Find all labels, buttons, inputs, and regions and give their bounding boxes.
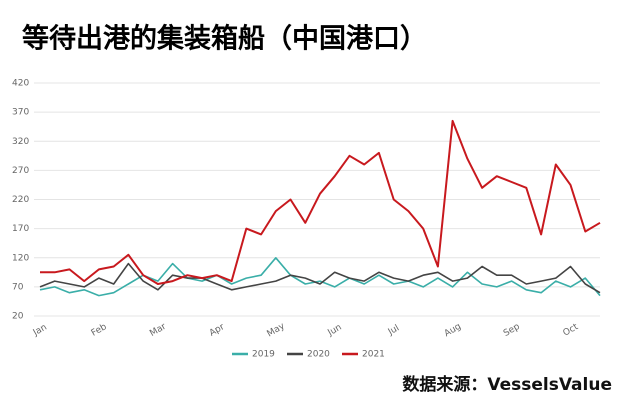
y-tick-label: 70 xyxy=(12,282,24,292)
x-tick-label: Sep xyxy=(502,322,522,339)
x-tick-label: Apr xyxy=(208,322,227,339)
y-tick-label: 320 xyxy=(12,137,29,147)
y-tick-label: 120 xyxy=(12,253,29,263)
y-tick-label: 220 xyxy=(12,195,29,205)
legend-label: 2019 xyxy=(252,350,275,360)
y-tick-label: 170 xyxy=(12,224,29,234)
x-tick-label: Jan xyxy=(31,323,49,339)
chart-title: 等待出港的集装箱船（中国港口） xyxy=(22,23,427,55)
y-tick-label: 270 xyxy=(12,166,29,176)
x-tick-label: Aug xyxy=(443,322,463,339)
x-tick-label: Mar xyxy=(148,322,168,339)
x-tick-label: Oct xyxy=(562,322,581,339)
y-tick-label: 420 xyxy=(12,79,29,89)
legend-label: 2020 xyxy=(307,350,330,360)
x-tick-label: Feb xyxy=(90,322,109,339)
series-line xyxy=(40,119,601,285)
x-tick-label: Jul xyxy=(386,323,401,338)
series-line xyxy=(39,262,601,294)
source: 数据来源：VesselsValue xyxy=(402,374,612,395)
x-tick-label: May xyxy=(265,321,287,339)
legend-label: 2021 xyxy=(362,350,385,360)
y-tick-label: 370 xyxy=(12,108,29,118)
x-tick-label: Jun xyxy=(326,323,344,339)
y-tick-label: 20 xyxy=(12,312,24,322)
series-line xyxy=(39,256,601,297)
